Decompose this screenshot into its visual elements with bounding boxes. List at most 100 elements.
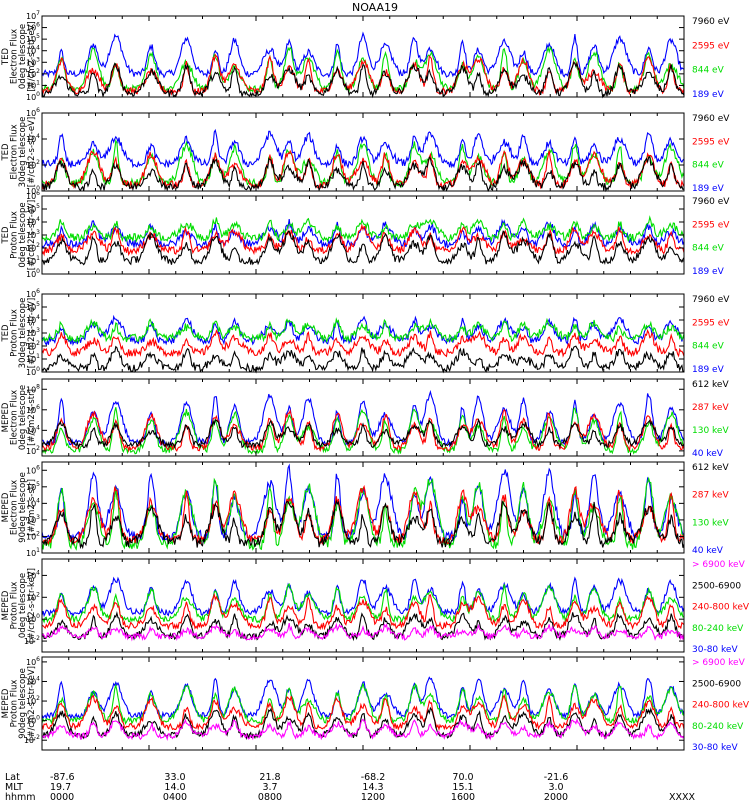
y-tick-label: 103 [26, 327, 40, 338]
orbit-cell: XXXX [669, 792, 696, 800]
series-green-line [41, 583, 685, 624]
series-green-line [41, 476, 685, 551]
y-tick-label: 103 [26, 514, 40, 525]
legend-entry: 844 eV [692, 244, 725, 254]
series-black-line [41, 61, 685, 99]
series-black-line [41, 230, 685, 266]
legend-entry: 40 keV [692, 546, 724, 556]
orbit-cell: 14.3 [362, 782, 383, 793]
y-tick-label: 102 [26, 530, 40, 541]
legend-entry: 189 eV [692, 90, 725, 100]
y-tick-label: 100 [26, 185, 40, 196]
legend-entry: 30-80 keV [692, 743, 738, 753]
y-tick-label: 104 [26, 314, 40, 325]
y-tick-label: 102 [26, 591, 40, 602]
series-black-line [41, 417, 685, 450]
orbit-row-label: hhmm [5, 792, 36, 800]
legend-entry: 7960 eV [692, 197, 730, 207]
legend-entry: 130 keV [692, 518, 729, 528]
orbit-cell: 1200 [361, 792, 385, 800]
y-tick-label: 102 [26, 695, 40, 706]
y-tick-label: 107 [26, 10, 40, 21]
legend-entry: 7960 eV [692, 17, 730, 27]
legend-entry: 30-80 keV [692, 645, 738, 655]
y-tick-label: 102 [26, 242, 40, 253]
orbit-cell: 14.0 [164, 782, 185, 793]
y-tick-label: 102 [26, 445, 40, 456]
orbit-cell: 3.0 [548, 782, 563, 793]
legend-entry: 2595 eV [692, 41, 730, 51]
y-tick-label: 104 [26, 497, 40, 508]
y-tick-label: 105 [26, 33, 40, 44]
orbit-cell: 1600 [451, 792, 475, 800]
series-black-line [41, 706, 685, 741]
y-tick-label: 105 [26, 481, 40, 492]
y-tick-label: 10-2 [24, 635, 40, 646]
orbit-cell: 0000 [50, 792, 74, 800]
orbit-table: LatMLThhmm2016-87.619.70000Nov 2333.014.… [5, 772, 696, 800]
series-black-line [41, 499, 685, 550]
series-green-line [41, 407, 685, 456]
legend-entry: 7960 eV [692, 114, 730, 124]
legend-entry: 2595 eV [692, 318, 730, 328]
y-tick-label: 105 [26, 301, 40, 312]
orbit-cell: -87.6 [50, 772, 75, 783]
y-tick-label: 104 [26, 675, 40, 686]
legend-entry: 2595 eV [692, 220, 730, 230]
y-tick-label: 104 [26, 569, 40, 580]
legend-entry: 189 eV [692, 267, 725, 277]
y-tick-label: 108 [26, 383, 40, 394]
y-tick-label: 106 [26, 288, 40, 299]
y-tick-label: 106 [26, 190, 40, 201]
orbit-cell: 2000 [544, 792, 568, 800]
legend-entry: 240-800 keV [692, 701, 750, 711]
legend-entry: 2500-6900 [692, 581, 741, 591]
y-axis-label: MEPEDProton Flux0deg telescope[#/cm2-s-s… [1, 568, 37, 643]
orbit-cell: 19.7 [50, 782, 71, 793]
y-axis-label: MEPEDProton Flux90deg telescope[#/cm2-s-… [1, 666, 37, 741]
y-tick-label: 106 [26, 656, 40, 667]
series-black-line [41, 155, 685, 193]
y-tick-label: 103 [26, 56, 40, 67]
y-axis-label: TEDProton Flux30deg telescope[#/cm2-s-st… [1, 298, 37, 369]
legend-entry: > 6900 keV [692, 560, 746, 570]
legend-entry: 844 eV [692, 342, 725, 352]
panel-frame [41, 112, 685, 192]
orbit-cell: 33.0 [164, 772, 185, 783]
orbit-cell: 15.1 [452, 782, 473, 793]
legend-entry: 80-240 keV [692, 722, 744, 732]
series-blue-line [41, 314, 685, 347]
orbit-cell: -68.2 [361, 772, 386, 783]
orbit-cell: 70.0 [452, 772, 473, 783]
legend-entry: 80-240 keV [692, 624, 744, 634]
y-tick-label: 102 [26, 340, 40, 351]
series-red-line [41, 149, 685, 190]
legend-entry: 130 keV [692, 426, 729, 436]
y-tick-label: 101 [26, 353, 40, 364]
y-tick-label: 100 [26, 715, 40, 726]
legend-entry: 612 keV [692, 380, 729, 390]
series-black-line [41, 610, 685, 642]
orbit-cell: 0800 [258, 792, 282, 800]
orbit-cell: 0400 [163, 792, 187, 800]
legend-entry: 189 eV [692, 184, 725, 194]
orbit-row-label: MLT [5, 782, 23, 793]
y-tick-label: 100 [26, 91, 40, 102]
series-blue-line [41, 31, 685, 79]
series-blue-line [41, 463, 685, 543]
y-tick-label: 105 [26, 203, 40, 214]
series-red-line [41, 694, 685, 732]
y-axis-label: MEPEDElectron Flux0deg telescope[#/cm2-s… [1, 385, 37, 450]
series-blue-line [41, 576, 685, 618]
y-tick-label: 10-2 [24, 734, 40, 745]
y-tick-label: 101 [26, 547, 40, 558]
y-tick-label: 104 [26, 424, 40, 435]
legend-entry: 844 eV [692, 66, 725, 76]
